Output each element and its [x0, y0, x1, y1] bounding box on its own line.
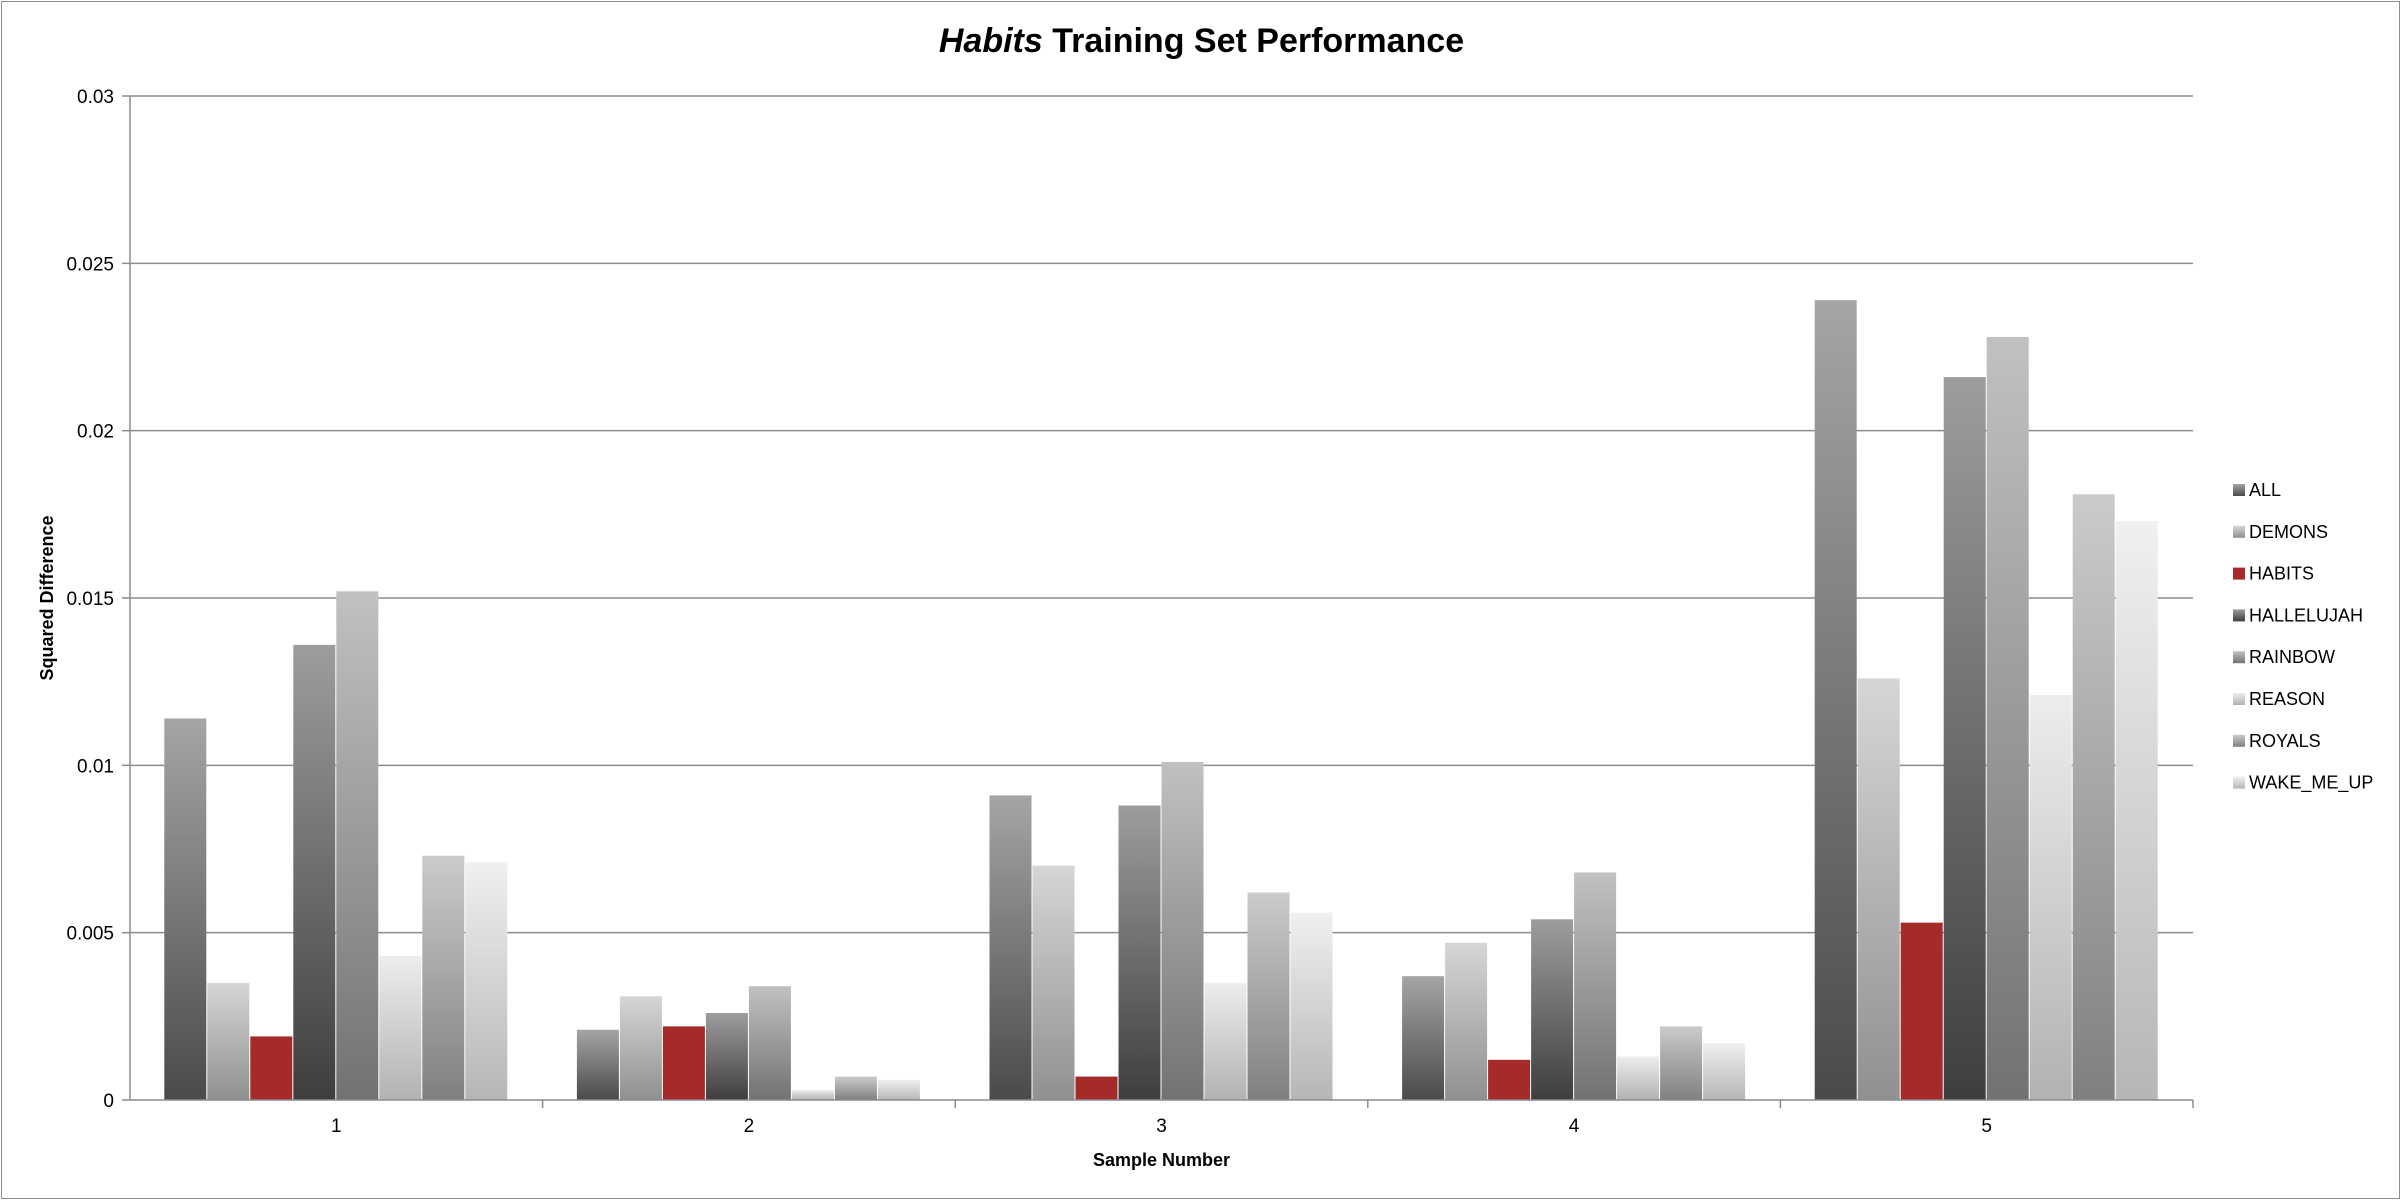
y-tick-label: 0.005: [66, 924, 114, 945]
bar-all-sample-4: [1402, 976, 1445, 1100]
legend-label-demons: DEMONS: [2249, 522, 2328, 542]
bar-hallelujah-sample-5: [1943, 377, 1986, 1100]
bar-wake-me-up-sample-4: [1703, 1043, 1746, 1100]
bar-rainbow-sample-3: [1161, 761, 1204, 1100]
legend-swatch-wake-me-up: [2233, 776, 2245, 789]
y-tick-label: 0.03: [77, 87, 114, 108]
legend: ALL DEMONS HABITS HALLELUJAH RAINBOW REASON RO…: [2233, 480, 2373, 794]
bar-all-sample-3: [989, 795, 1032, 1100]
x-tick-label: 2: [744, 1116, 755, 1137]
legend-swatch-rainbow: [2233, 651, 2245, 664]
bar-royals-sample-4: [1660, 1026, 1703, 1100]
bar-demons-sample-3: [1032, 865, 1075, 1100]
bar-all-sample-1: [164, 718, 207, 1100]
legend-swatch-reason: [2233, 693, 2245, 705]
bar-wake-me-up-sample-5: [2115, 521, 2158, 1100]
bar-rainbow-sample-1: [336, 591, 379, 1100]
bar-royals-sample-1: [422, 855, 465, 1100]
y-tick-label: 0: [103, 1091, 114, 1112]
bar-demons-sample-1: [207, 982, 250, 1100]
x-tick-label: 5: [1981, 1116, 1992, 1137]
bar-wake-me-up-sample-1: [465, 862, 508, 1100]
x-tick-label: 4: [1569, 1116, 1580, 1137]
bar-habits-sample-4: [1488, 1059, 1531, 1100]
legend-label-all: ALL: [2249, 480, 2281, 500]
bar-royals-sample-2: [834, 1076, 877, 1100]
legend-label-habits: HABITS: [2249, 564, 2314, 584]
bar-reason-sample-3: [1204, 982, 1247, 1100]
bar-royals-sample-5: [2072, 494, 2115, 1101]
legend-label-wake-me-up: WAKE_ME_UP: [2249, 773, 2373, 794]
y-tick-label: 0.025: [66, 254, 114, 275]
axes: 0 0.005 0.01 0.015 0.02 0.025 0.03 1 2 3 4 5: [66, 87, 2194, 1137]
bar-hallelujah-sample-3: [1118, 805, 1161, 1100]
y-tick-label: 0.02: [77, 422, 114, 443]
bar-demons-sample-5: [1857, 678, 1900, 1100]
bar-habits-sample-2: [662, 1026, 705, 1100]
legend-swatch-royals: [2233, 734, 2245, 747]
bar-rainbow-sample-4: [1574, 872, 1617, 1100]
chart-title: Habits Training Set Performance: [0, 22, 2403, 61]
y-tick-label: 0.015: [66, 589, 114, 610]
bar-reason-sample-4: [1617, 1056, 1660, 1100]
bar-all-sample-5: [1814, 300, 1857, 1100]
bar-habits-sample-3: [1075, 1076, 1118, 1100]
x-axis-title: Sample Number: [1093, 1150, 1230, 1170]
bar-demons-sample-4: [1445, 942, 1488, 1100]
y-tick-label: 0.01: [77, 756, 114, 777]
legend-label-royals: ROYALS: [2249, 731, 2321, 751]
bar-reason-sample-1: [379, 956, 422, 1100]
chart-title-italic: Habits: [938, 22, 1043, 60]
legend-swatch-habits: [2233, 567, 2245, 580]
legend-label-rainbow: RAINBOW: [2249, 647, 2335, 667]
bar-rainbow-sample-2: [748, 986, 791, 1100]
y-axis-title: Squared Difference: [37, 515, 57, 680]
x-tick-label: 1: [331, 1116, 342, 1137]
bar-reason-sample-2: [791, 1089, 834, 1100]
bar-habits-sample-1: [250, 1036, 293, 1100]
legend-swatch-hallelujah: [2233, 609, 2245, 622]
bar-wake-me-up-sample-2: [877, 1079, 920, 1100]
legend-label-reason: REASON: [2249, 689, 2325, 709]
legend-label-hallelujah: HALLELUJAH: [2249, 605, 2363, 625]
bar-reason-sample-5: [2029, 695, 2072, 1100]
x-tick-label: 3: [1156, 1116, 1167, 1137]
bar-habits-sample-5: [1900, 922, 1943, 1100]
bar-hallelujah-sample-1: [293, 644, 336, 1100]
bars: [164, 300, 2158, 1101]
legend-swatch-demons: [2233, 525, 2245, 538]
bar-all-sample-2: [576, 1029, 619, 1100]
bar-wake-me-up-sample-3: [1290, 912, 1333, 1100]
bar-hallelujah-sample-4: [1531, 919, 1574, 1100]
chart-title-rest: Training Set Performance: [1042, 22, 1465, 60]
legend-swatch-all: [2233, 484, 2245, 496]
bar-rainbow-sample-5: [1986, 336, 2029, 1101]
bar-hallelujah-sample-2: [705, 1012, 748, 1100]
bar-royals-sample-3: [1247, 892, 1290, 1100]
bar-demons-sample-2: [619, 996, 662, 1100]
